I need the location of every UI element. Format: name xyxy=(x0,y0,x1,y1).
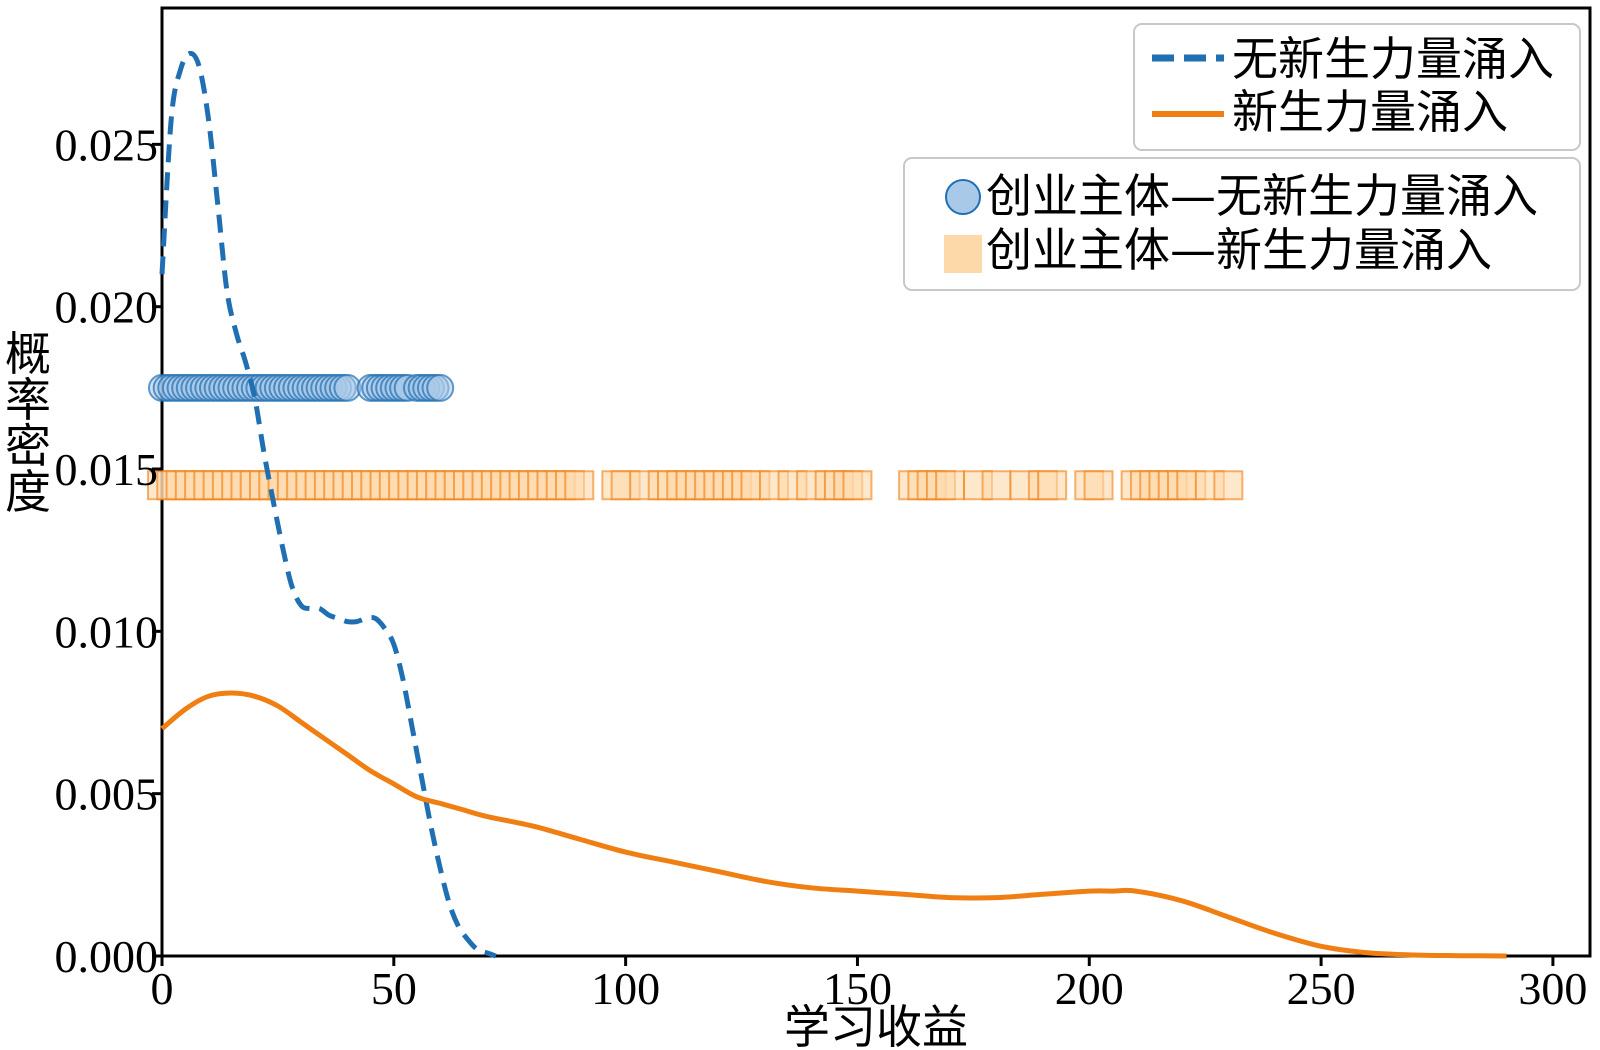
y-axis-label-char: 密 xyxy=(5,419,51,473)
x-tick-label: 0 xyxy=(151,963,174,1014)
rug-square-marker xyxy=(981,470,1012,501)
y-axis-label: 概率密度 xyxy=(5,327,51,519)
x-tick-label: 200 xyxy=(1055,963,1124,1014)
legend-label-new-force: 新生力量涌入 xyxy=(1232,85,1508,139)
y-axis-label-char: 率 xyxy=(5,373,51,427)
rug-circle-marker xyxy=(333,373,362,402)
legend-marker-square xyxy=(944,235,982,273)
y-tick-label: 0.005 xyxy=(55,769,159,820)
rug-square-marker xyxy=(1037,470,1068,501)
rug-square-marker xyxy=(1083,470,1114,501)
rug-circle-marker xyxy=(426,373,455,402)
legend-label-entrepreneur-no-new-force: 创业主体—无新生力量涌入 xyxy=(986,169,1538,223)
legend-label-no-new-force: 无新生力量涌入 xyxy=(1232,32,1554,86)
y-tick-label: 0.010 xyxy=(55,606,159,657)
x-tick-label: 150 xyxy=(823,963,892,1014)
x-axis-label: 学习收益 xyxy=(784,1000,968,1050)
x-axis-ticks: 0 50 100 150 200 250 300 xyxy=(151,956,1587,1014)
legend-lines-box xyxy=(1133,23,1581,151)
kde-curves xyxy=(159,50,1507,959)
legend-marker-circle xyxy=(945,179,981,215)
legend-markers: 创业主体—无新生力量涌入 创业主体—新生力量涌入 xyxy=(903,157,1581,291)
y-axis-ticks: 0.000 0.005 0.010 0.015 0.020 0.025 xyxy=(55,119,162,982)
kde-line-new-force xyxy=(160,690,1507,959)
rug-layer xyxy=(147,373,1244,501)
rug-square-marker xyxy=(1213,470,1244,501)
legend-markers-box xyxy=(903,157,1581,291)
x-tick-label: 50 xyxy=(371,963,417,1014)
legend-lines: 无新生力量涌入 新生力量涌入 xyxy=(1133,23,1581,151)
rug-square-marker xyxy=(842,470,873,501)
rug-square-marker xyxy=(564,470,595,501)
x-tick-label: 300 xyxy=(1518,963,1587,1014)
y-tick-label: 0.000 xyxy=(55,931,159,982)
x-tick-label: 250 xyxy=(1287,963,1356,1014)
kde-line-no-new-force xyxy=(159,50,497,959)
y-tick-label: 0.015 xyxy=(55,444,159,495)
y-tick-label: 0.025 xyxy=(55,119,159,170)
y-tick-label: 0.020 xyxy=(55,282,159,333)
rug-square-marker xyxy=(935,470,966,501)
x-tick-label: 100 xyxy=(591,963,660,1014)
legend-label-entrepreneur-new-force: 创业主体—新生力量涌入 xyxy=(986,223,1492,277)
y-axis-label-char: 度 xyxy=(5,465,51,519)
y-axis-label-char: 概 xyxy=(5,327,51,381)
